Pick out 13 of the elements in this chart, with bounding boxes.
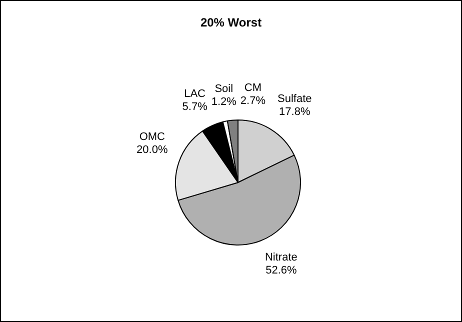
data-label: 1.2% [211, 96, 237, 108]
slice-label: Soil [214, 83, 234, 96]
data-label: 17.8% [279, 106, 310, 118]
slice-label: LAC [184, 88, 206, 100]
slice-label: Nitrate [264, 251, 298, 264]
data-label: 52.6% [266, 264, 297, 276]
data-label: 5.7% [182, 101, 208, 114]
slice-label: Sulfate [278, 92, 312, 105]
slice-label: CM [244, 82, 262, 94]
chart-title: 20% Worst [200, 15, 262, 30]
data-label: 20.0% [136, 144, 168, 156]
slice-label: OMC [139, 131, 166, 144]
data-label: 2.7% [240, 94, 266, 107]
